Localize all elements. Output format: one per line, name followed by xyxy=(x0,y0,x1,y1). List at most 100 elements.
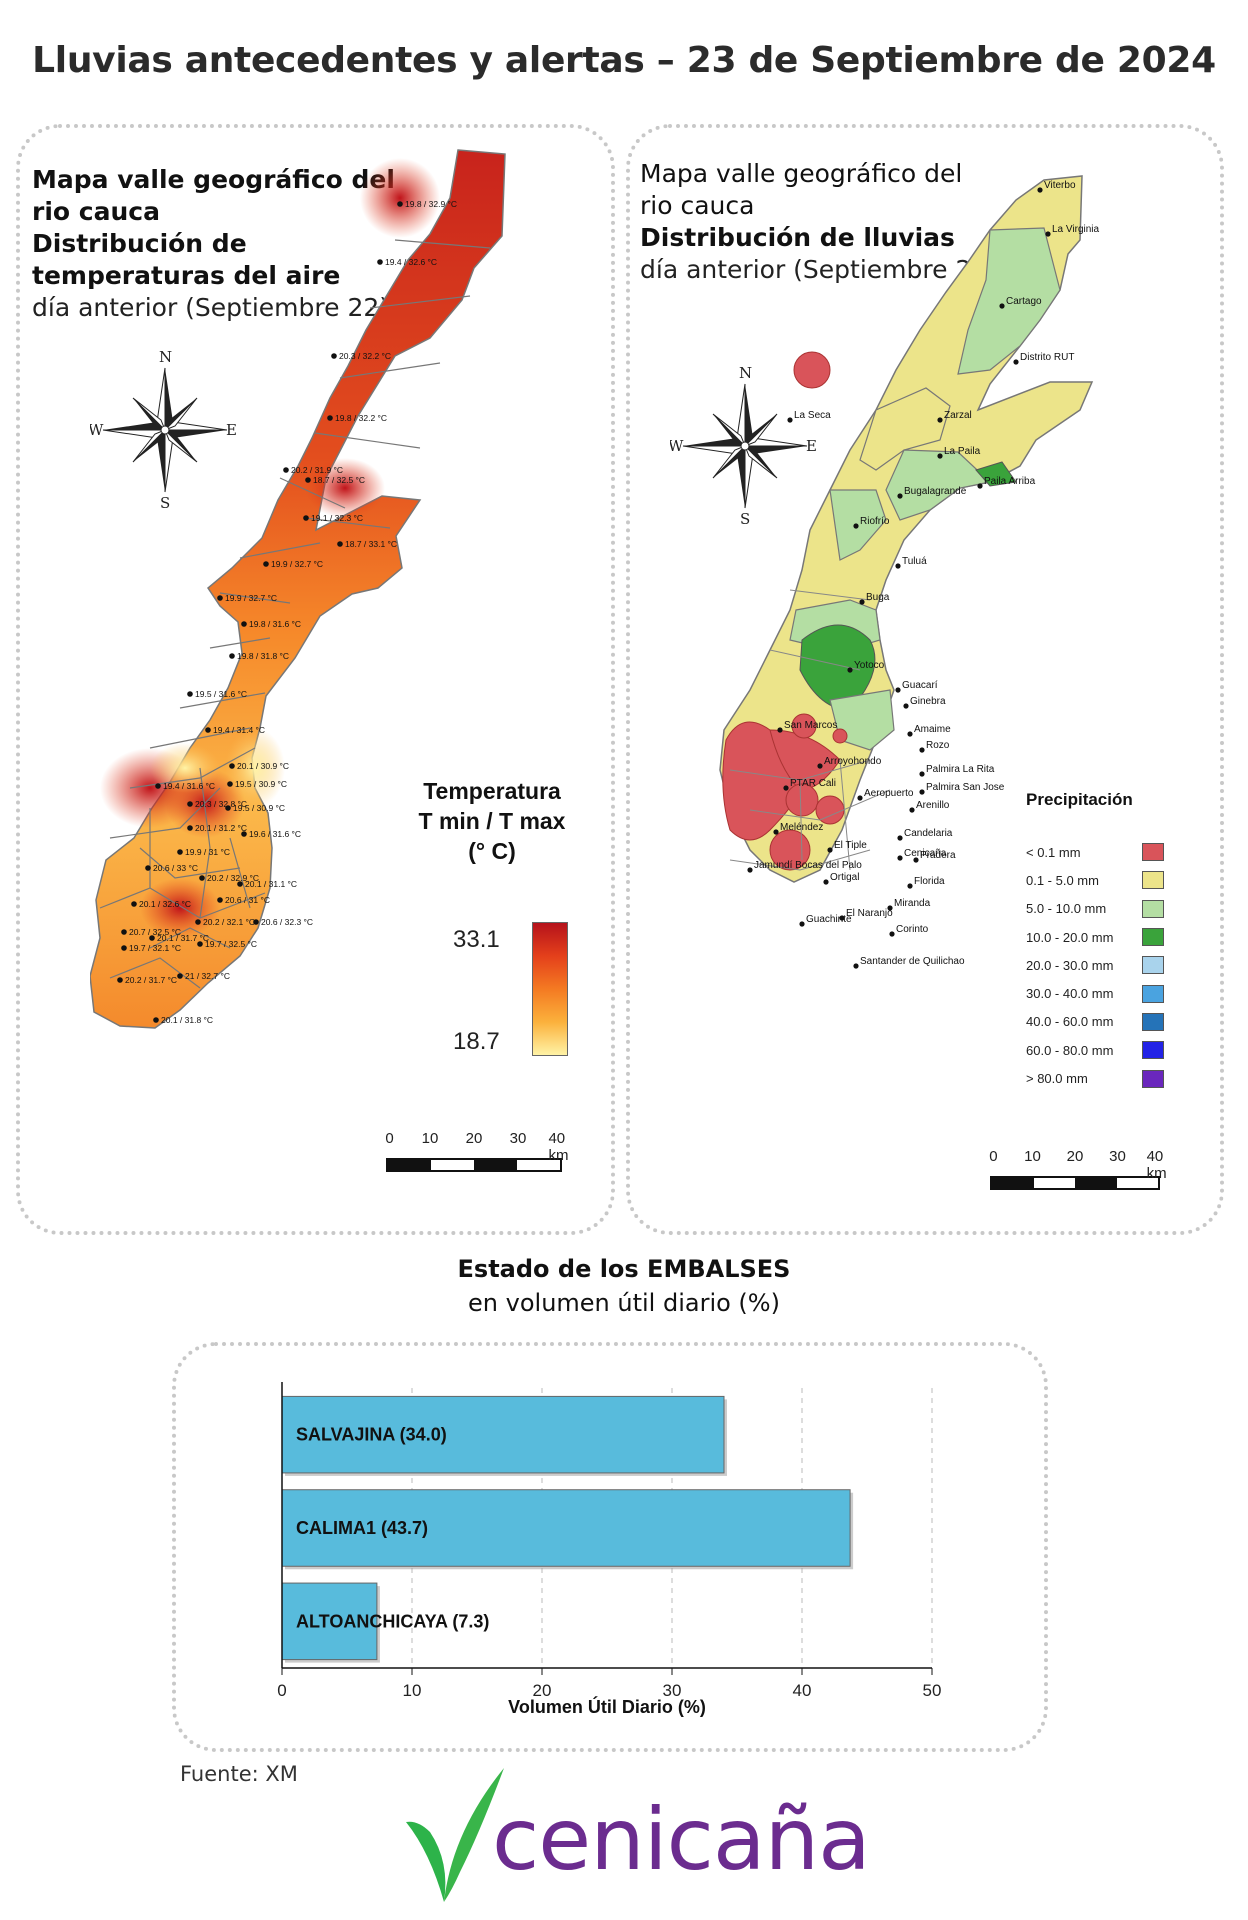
station-label: 20.6 / 33 °C xyxy=(153,863,198,873)
precipitation-legend-swatch xyxy=(1142,899,1164,918)
compass-e: E xyxy=(806,437,817,455)
precipitation-legend: Precipitación < 0.1 mm 0.1 - 5.0 mm 5.0 - … xyxy=(1026,790,1196,1093)
station-dot xyxy=(229,763,235,769)
precipitation-legend-label: 40.0 - 60.0 mm xyxy=(1026,1014,1114,1030)
station-dot xyxy=(153,1017,159,1023)
scale-tick: 10 xyxy=(421,1130,439,1147)
precipitation-legend-row: 60.0 - 80.0 mm xyxy=(1026,1036,1196,1064)
temp-legend-title-2: T min / T max xyxy=(418,808,566,834)
station-dot xyxy=(217,595,223,601)
cenicana-logo-text: cenicaña xyxy=(492,1790,871,1890)
compass-rose-icon: N S E W xyxy=(670,366,817,526)
station-dot xyxy=(253,919,259,925)
station-label: 18.7 / 32.5 °C xyxy=(313,475,365,485)
place-dot xyxy=(907,883,913,889)
place-label: Ginebra xyxy=(910,696,946,707)
scale-tick: 30 xyxy=(509,1130,527,1147)
temp-title-line2: rio cauca xyxy=(32,197,160,226)
place-label: Rozo xyxy=(926,740,950,751)
chart-bar xyxy=(281,1582,378,1661)
place-label: Buga xyxy=(866,592,890,603)
station-dot xyxy=(241,831,247,837)
station-label: 19.5 / 30.9 °C xyxy=(233,803,285,813)
temp-scale-ticks: 0 10 20 30 40 km xyxy=(385,1130,568,1164)
station-dot xyxy=(187,691,193,697)
place-dot xyxy=(909,807,915,813)
station-dot xyxy=(205,727,211,733)
station-label: 19.6 / 31.6 °C xyxy=(249,829,301,839)
station-dot xyxy=(377,259,383,265)
precipitation-legend-row: 5.0 - 10.0 mm xyxy=(1026,895,1196,923)
station-label: 20.1 / 31.2 °C xyxy=(195,823,247,833)
place-dot xyxy=(895,563,901,569)
place-label: Cenicaña xyxy=(904,848,947,859)
station-dot xyxy=(187,825,193,831)
station-dot xyxy=(149,935,155,941)
chart-bar xyxy=(281,1395,725,1474)
place-label: Corinto xyxy=(896,924,929,935)
precipitation-legend-row: 20.0 - 30.0 mm xyxy=(1026,951,1196,979)
station-dot xyxy=(237,881,243,887)
station-dot xyxy=(177,973,183,979)
station-dot xyxy=(305,477,311,483)
place-dot xyxy=(889,931,895,937)
place-dot xyxy=(897,493,903,499)
chart-x-tick-label: 30 xyxy=(663,1681,682,1700)
temperature-map: 19.8 / 32.9 °C 19.4 / 32.6 °C 20.3 / 32.2 … xyxy=(90,149,506,1029)
place-dot xyxy=(847,667,853,673)
temperature-panel xyxy=(16,124,615,1235)
rain-title-line1: Mapa valle geográfico del xyxy=(640,159,963,188)
place-dot xyxy=(1037,187,1043,193)
place-dot xyxy=(903,703,909,709)
station-label: 19.8 / 31.6 °C xyxy=(249,619,301,629)
station-label: 20.3 / 32.2 °C xyxy=(339,351,391,361)
precipitation-legend-swatch xyxy=(1142,1069,1164,1088)
station-label: 20.2 / 32.9 °C xyxy=(207,873,259,883)
station-label: 20.6 / 31 °C xyxy=(225,895,270,905)
scale-tick: 0 xyxy=(989,1148,998,1165)
scale-tick: 0 xyxy=(385,1130,394,1147)
scale-tick: 20 xyxy=(1066,1148,1084,1165)
place-label: Tuluá xyxy=(902,556,927,567)
station-dot xyxy=(241,621,247,627)
place-label: Yotoco xyxy=(854,660,885,671)
temp-scale-bar: 0 10 20 30 40 km xyxy=(385,1130,568,1172)
page-title: Lluvias antecedentes y alertas – 23 de S… xyxy=(32,40,1216,81)
chart-x-tick-label: 20 xyxy=(533,1681,552,1700)
place-label: Viterbo xyxy=(1044,180,1076,191)
place-dot xyxy=(907,731,913,737)
station-dot xyxy=(225,805,231,811)
cenicana-logo-mark-icon xyxy=(406,1768,504,1902)
place-label: La Paila xyxy=(944,446,981,457)
station-dot xyxy=(145,865,151,871)
temp-legend-title-1: Temperatura xyxy=(423,778,561,804)
precipitation-legend-label: 10.0 - 20.0 mm xyxy=(1026,929,1114,945)
scale-tick: 30 xyxy=(1109,1148,1126,1165)
place-label: Jamundí Bocas del Palo xyxy=(754,860,862,871)
place-label: Aeropuerto xyxy=(864,788,914,799)
precipitation-legend-label: 20.0 - 30.0 mm xyxy=(1026,957,1114,973)
precipitation-legend-title: Precipitación xyxy=(1026,790,1133,809)
place-label: Paila Arriba xyxy=(984,476,1036,487)
compass-w: W xyxy=(90,421,104,439)
station-label: 20.1 / 31.8 °C xyxy=(161,1015,213,1025)
rain-scale-bar: 0 10 20 30 40 km xyxy=(989,1148,1167,1190)
station-dot xyxy=(199,875,205,881)
station-label: 20.2 / 31.7 °C xyxy=(125,975,177,985)
place-label: Arenillo xyxy=(916,800,950,811)
station-label: 19.7 / 32.1 °C xyxy=(129,943,181,953)
embalses-panel xyxy=(172,1342,1048,1752)
source-label: Fuente: XM xyxy=(180,1762,298,1786)
station-label: 20.6 / 32.3 °C xyxy=(261,917,313,927)
place-dot xyxy=(859,599,865,605)
station-label: 19.7 / 32.5 °C xyxy=(205,939,257,949)
station-dot xyxy=(397,201,403,207)
station-dot xyxy=(303,515,309,521)
place-label: Santander de Quilichao xyxy=(860,956,965,967)
place-label: PTAR Cali xyxy=(790,778,836,789)
station-dot xyxy=(197,941,203,947)
place-label: Guachinte xyxy=(806,914,852,925)
precipitation-legend-row: 10.0 - 20.0 mm xyxy=(1026,923,1196,951)
place-label: Amaime xyxy=(914,724,951,735)
station-dot xyxy=(217,897,223,903)
